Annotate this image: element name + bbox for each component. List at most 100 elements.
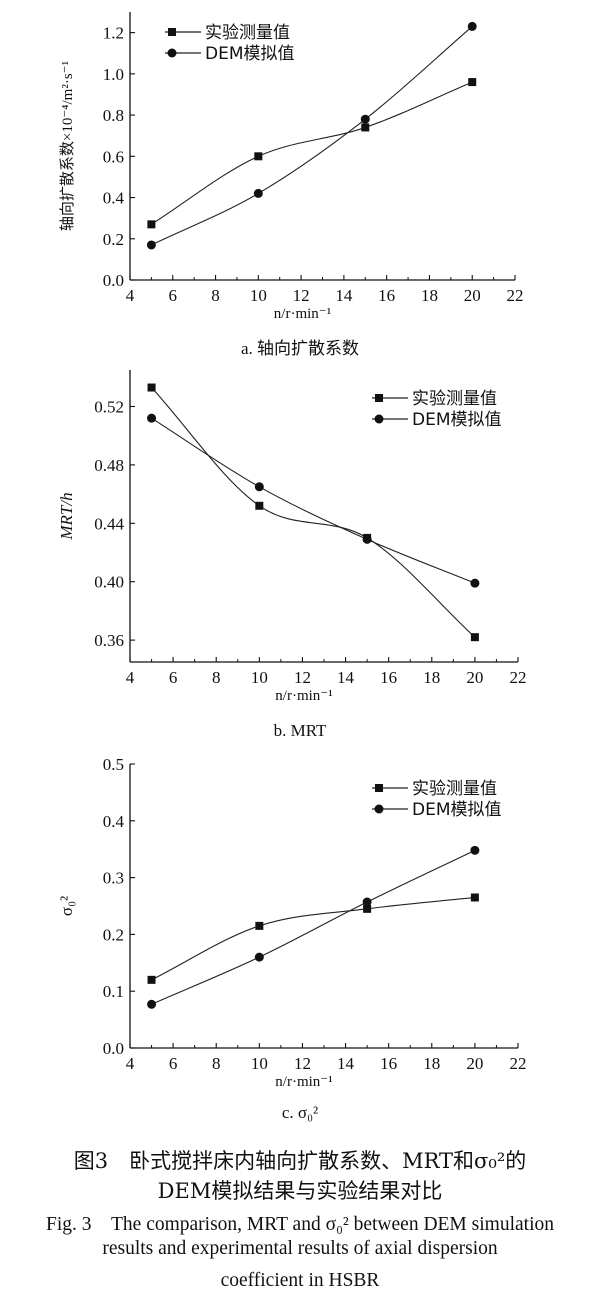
y-axis-label: 轴向扩散系数×10⁻⁴/m²·s⁻¹ [59,61,76,231]
x-tick-label: 16 [378,286,395,305]
data-point-experimental [254,152,263,161]
figure-caption-en-line2: results and experimental results of axia… [102,1238,498,1259]
x-tick-label: 22 [510,1054,527,1073]
x-tick-label: 8 [212,668,221,687]
data-point-dem [147,413,157,423]
data-point-experimental [361,123,370,132]
y-tick-label: 0.4 [103,189,125,208]
y-tick-label: 0.5 [103,755,124,774]
y-tick-label: 0.44 [94,514,124,533]
x-tick-label: 18 [421,286,438,305]
chart-panel-2: 4 6 8 10 12 14 16 18 20 22 0.36 0.40 0.44 0.48 0.52 n/r… [57,370,527,740]
data-point-dem [254,952,264,962]
x-axis-label: n/r·min⁻¹ [274,306,331,322]
x-tick-label: 14 [337,668,355,687]
x-tick-label: 6 [169,286,178,305]
x-tick-label: 10 [251,1054,268,1073]
data-point-dem [362,897,372,907]
data-point-dem [470,578,480,588]
legend-label: 实验测量值 [205,23,290,43]
y-axis-label: MRT/h [57,492,76,540]
x-tick-label: 6 [169,668,178,687]
data-point-dem [470,845,480,855]
data-point-experimental [468,78,477,87]
panel-caption: b. MRT [274,721,327,740]
x-tick-label: 10 [250,286,267,305]
y-tick-label: 0.2 [103,230,124,249]
series-line-experimental [151,387,476,638]
y-tick-label: 0.0 [103,1039,124,1058]
chart-panel-3: 4 6 8 10 12 14 16 18 20 22 0.0 0.1 0.2 0.3 0.4 0.5 n/r·m… [57,755,527,1122]
y-tick-label: 0.1 [103,982,124,1001]
data-point-experimental [255,921,264,930]
x-tick-label: 8 [212,1054,221,1073]
legend-label: DEM模拟值 [412,410,502,430]
x-tick-label: 14 [337,1054,355,1073]
y-axis-label: σ₀² [57,896,76,916]
x-tick-label: 6 [169,1054,178,1073]
panel-caption: a. 轴向扩散系数 [241,339,359,358]
x-tick-label: 16 [380,668,397,687]
data-point-experimental [147,975,156,984]
figure-caption-en-line3: coefficient in HSBR [220,1270,380,1291]
data-point-dem [146,240,156,250]
x-tick-label: 8 [211,286,220,305]
legend-marker [374,414,384,424]
x-tick-label: 16 [380,1054,397,1073]
x-tick-label: 4 [126,286,135,305]
series-line-dem [151,849,476,1005]
x-tick-label: 12 [293,286,310,305]
x-tick-label: 4 [126,668,135,687]
y-tick-label: 0.8 [103,106,124,125]
x-tick-label: 14 [335,286,353,305]
legend-marker [374,804,384,814]
series-line-experimental [151,896,475,981]
data-point-dem [360,114,370,124]
x-axis-label: n/r·min⁻¹ [275,688,332,704]
data-point-experimental [470,633,479,642]
x-tick-label: 12 [294,668,311,687]
panel-caption: c. σ₀² [282,1103,318,1122]
data-point-experimental [147,383,156,392]
figure-caption-zh-line1: 图3 卧式搅拌床内轴向扩散系数、MRT和σ₀²的 [73,1149,527,1173]
figure-canvas: 4 6 8 10 12 14 16 18 20 22 0.0 0.2 0.4 0.6 0.8 1.0 1.2 n/… [57,12,527,1122]
y-tick-label: 0.36 [94,631,124,650]
y-tick-label: 0.6 [103,147,124,166]
y-tick-label: 0.0 [103,271,124,290]
legend-marker [375,394,383,402]
data-point-dem [147,999,157,1009]
y-tick-label: 0.40 [94,573,124,592]
chart-panel-1: 4 6 8 10 12 14 16 18 20 22 0.0 0.2 0.4 0.6 0.8 1.0 1.2 n/… [59,12,524,358]
x-tick-label: 20 [466,1054,483,1073]
figure-caption-en-line1: Fig. 3 The comparison, MRT and σ₀² betwe… [46,1214,554,1235]
data-point-dem [254,482,264,492]
data-point-experimental [470,893,479,902]
y-tick-label: 0.48 [94,456,124,475]
data-point-dem [467,21,477,31]
data-point-experimental [363,904,372,913]
legend-label: 实验测量值 [412,779,497,799]
data-point-experimental [255,501,264,510]
y-tick-label: 1.2 [103,24,124,43]
data-point-experimental [147,220,156,229]
legend-label: 实验测量值 [412,389,497,409]
series-line-dem [151,417,476,584]
y-tick-label: 0.3 [103,869,124,888]
x-tick-label: 22 [507,286,524,305]
data-point-dem [253,188,263,198]
y-tick-label: 0.2 [103,925,124,944]
legend-marker [375,784,383,792]
y-tick-label: 1.0 [103,65,124,84]
y-tick-label: 0.4 [103,812,125,831]
x-tick-label: 18 [423,668,440,687]
x-tick-label: 12 [294,1054,311,1073]
x-tick-label: 10 [251,668,268,687]
x-tick-label: 20 [466,668,483,687]
x-tick-label: 4 [126,1054,135,1073]
data-point-dem [362,534,372,544]
legend-label: DEM模拟值 [412,800,502,820]
legend-marker [167,48,177,58]
